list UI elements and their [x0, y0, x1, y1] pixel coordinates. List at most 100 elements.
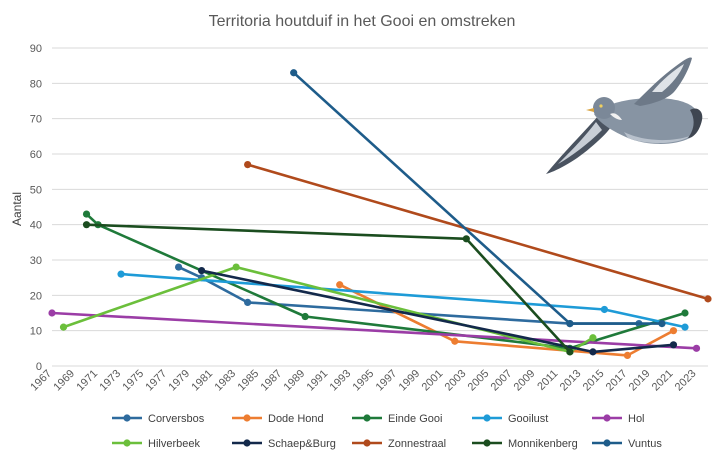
data-point — [82, 210, 91, 218]
legend-swatch-marker — [603, 439, 611, 447]
x-tick-label: 2011 — [535, 368, 560, 393]
legend-swatch-marker — [123, 439, 131, 447]
series-lines — [48, 69, 712, 359]
pigeon-head — [593, 97, 615, 119]
series-gooilust — [117, 270, 689, 331]
legend-swatch-marker — [243, 414, 251, 422]
series-line — [121, 272, 686, 329]
x-tick-label: 2003 — [443, 368, 469, 394]
series-monnikenberg — [82, 221, 574, 356]
legend-label: Hilverbeek — [148, 438, 200, 450]
gridlines — [52, 47, 708, 367]
wood-pigeon-illustration — [546, 57, 703, 174]
data-point — [336, 281, 344, 289]
legend-item: Monnikenberg — [472, 438, 578, 450]
x-tick-label: 2009 — [512, 368, 538, 394]
series-line — [63, 265, 594, 354]
y-tick-label: 90 — [30, 43, 42, 55]
series-hol — [48, 309, 701, 352]
legend-item: Gooilust — [472, 413, 548, 425]
x-tick-label: 2023 — [673, 368, 699, 394]
x-tick-label: 1967 — [28, 368, 54, 394]
legend-swatch-marker — [363, 439, 371, 447]
data-point — [623, 351, 632, 359]
legend-label: Schaep&Burg — [268, 438, 336, 450]
x-tick-label: 1995 — [351, 368, 377, 394]
data-point — [59, 323, 68, 331]
series-line — [85, 213, 686, 350]
x-tick-label: 1977 — [143, 368, 169, 394]
data-point — [589, 348, 597, 356]
legend-swatch-marker — [123, 414, 131, 422]
pigeon-left-wing-light — [558, 122, 602, 164]
y-tick-label: 10 — [30, 326, 42, 338]
data-point — [692, 344, 701, 352]
x-tick-label: 2017 — [604, 368, 630, 394]
series-line — [339, 283, 675, 357]
pigeon-eye — [599, 104, 603, 108]
legend-swatch-marker — [603, 414, 611, 422]
data-point — [669, 327, 678, 335]
series-vuntus — [290, 69, 666, 328]
data-point — [198, 267, 206, 275]
data-point — [681, 309, 689, 317]
x-tick-label: 1983 — [212, 368, 238, 394]
legend-label: Einde Gooi — [388, 413, 442, 425]
pigeon-right-wing-light — [652, 64, 684, 92]
legend-label: Hol — [628, 413, 645, 425]
legend-item: Hilverbeek — [112, 438, 200, 450]
data-point — [290, 69, 298, 77]
data-point — [48, 309, 56, 317]
x-tick-label: 2021 — [650, 368, 676, 394]
y-tick-label: 60 — [30, 149, 42, 161]
x-tick-label: 1991 — [305, 368, 331, 394]
x-tick-label: 1971 — [74, 368, 100, 394]
y-tick-label: 80 — [30, 78, 42, 90]
legend-label: Gooilust — [508, 413, 548, 425]
data-point — [669, 341, 678, 349]
legend-item: Dode Hond — [232, 413, 324, 425]
data-point — [244, 161, 252, 169]
x-tick-label: 1981 — [189, 368, 215, 394]
legend-label: Vuntus — [628, 438, 662, 450]
x-tick-label: 1985 — [235, 368, 261, 394]
data-point — [174, 263, 183, 271]
y-tick-label: 40 — [30, 220, 42, 232]
legend-item: Einde Gooi — [352, 413, 442, 425]
y-axis-ticks: 0 10 20 30 40 50 60 70 80 90 — [30, 43, 42, 373]
x-axis-ticks: 1967196919711973197519771979198119831985… — [28, 368, 698, 394]
data-point — [232, 263, 240, 271]
legend-item: Vuntus — [592, 438, 662, 450]
data-point — [117, 270, 125, 278]
x-tick-label: 2007 — [489, 368, 515, 394]
pigeon-body — [594, 98, 700, 144]
x-tick-label: 2015 — [581, 368, 607, 394]
x-tick-label: 2001 — [420, 368, 446, 394]
pigeon-tail — [688, 108, 703, 138]
y-tick-label: 30 — [30, 255, 42, 267]
y-tick-label: 20 — [30, 290, 42, 302]
series-zonnestraal — [244, 161, 712, 303]
data-point — [658, 320, 666, 328]
y-tick-label: 50 — [30, 184, 42, 196]
legend-item: Hol — [592, 413, 645, 425]
legend-label: Dode Hond — [268, 413, 324, 425]
data-point — [566, 348, 574, 356]
data-point — [704, 295, 712, 303]
data-point — [589, 334, 597, 342]
data-point — [681, 323, 689, 331]
legend-swatch-marker — [243, 439, 251, 447]
data-point — [82, 221, 91, 229]
legend-label: Monnikenberg — [508, 438, 578, 450]
series-schaep-burg — [198, 267, 678, 356]
x-tick-label: 1979 — [166, 368, 192, 394]
pigeon-beak — [586, 108, 594, 112]
x-tick-label: 1987 — [258, 368, 284, 394]
legend-label: Zonnestraal — [388, 438, 446, 450]
legend-item: Schaep&Burg — [232, 438, 336, 450]
data-point — [566, 320, 574, 328]
legend-label: Corversbos — [148, 413, 205, 425]
pigeon-neck-patch — [610, 113, 622, 120]
series-dode-hond — [336, 281, 678, 359]
